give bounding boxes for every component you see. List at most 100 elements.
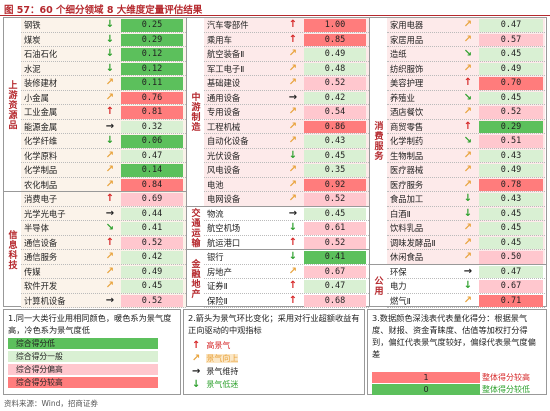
trend-arrow-icon: ↗ bbox=[463, 62, 473, 74]
trend-arrow-icon: → bbox=[105, 120, 115, 132]
industry-name: 家用电器 bbox=[390, 20, 424, 30]
industry-name: 风电设备 bbox=[207, 165, 241, 175]
trend-arrow-icon: ↑ bbox=[463, 120, 473, 132]
industry-name: 美容护理 bbox=[390, 78, 424, 88]
trend-arrow-icon: ↗ bbox=[105, 77, 115, 88]
legend-arrow-row: ↓ 景气低迷 bbox=[192, 379, 282, 390]
score-cell: 0.76 bbox=[121, 91, 183, 104]
table-row: 工业金属 ↑ 0.81 bbox=[21, 105, 186, 120]
industry-name: 饮料乳品 bbox=[390, 223, 424, 233]
table-row: 装修建材 ↗ 0.11 bbox=[21, 76, 186, 91]
table-row: 传媒 ↗ 0.49 bbox=[21, 264, 186, 279]
score-cell: 0.35 bbox=[304, 164, 366, 177]
trend-arrow-icon: ↘ bbox=[463, 91, 473, 103]
table-row: 农化制品 ↗ 0.84 bbox=[21, 177, 186, 192]
table-row: 航空装备Ⅱ ↗ 0.49 bbox=[204, 47, 369, 62]
table-row: 能源金属 → 0.32 bbox=[21, 119, 186, 134]
group-divider bbox=[370, 263, 546, 265]
legend-arrow: 2.箭头为景气环比变化；采用对行业超额收益有正向驱动的中观指标 ↑ 高景气 ↗ 景气向… bbox=[183, 309, 365, 395]
score-cell: 0.45 bbox=[479, 236, 543, 249]
table-row: 风电设备 ↗ 0.35 bbox=[204, 163, 369, 178]
table-row: 军工电子Ⅱ ↗ 0.48 bbox=[204, 61, 369, 76]
table-row: 环保 → 0.47 bbox=[387, 265, 545, 279]
industry-name: 乘用车 bbox=[207, 34, 232, 45]
industry-name: 电池 bbox=[207, 179, 224, 190]
table-row: 生物制品 ↗ 0.43 bbox=[387, 148, 545, 163]
trend-arrow-icon: ↘ bbox=[105, 222, 115, 233]
legend-swatch: 综合得分低 bbox=[8, 338, 158, 349]
table-row: 纺织服饰 ↗ 0.49 bbox=[387, 61, 545, 76]
trend-arrow-icon: ↗ bbox=[288, 135, 298, 146]
score-cell: 0.92 bbox=[304, 178, 366, 191]
table-row: 酒店餐饮 ↗ 0.52 bbox=[387, 105, 545, 120]
table-row: 光学光电子 → 0.44 bbox=[21, 206, 186, 221]
trend-arrow-icon: ↗ bbox=[463, 222, 473, 233]
industry-name: 通信服务 bbox=[24, 252, 58, 262]
score-cell: 0.44 bbox=[121, 207, 183, 220]
score-cell: 0.50 bbox=[479, 251, 543, 264]
score-cell: 0.14 bbox=[121, 164, 183, 177]
table-row: 燃气Ⅱ ↗ 0.71 bbox=[387, 294, 545, 308]
group-label: 金融地产 bbox=[189, 259, 200, 299]
industry-name: 通用设备 bbox=[207, 92, 241, 103]
trend-arrow-icon: ↗ bbox=[105, 91, 115, 103]
industry-name: 酒店餐饮 bbox=[390, 107, 424, 117]
group-label: 交通运输 bbox=[189, 208, 200, 249]
industry-name: 养殖业 bbox=[390, 92, 415, 103]
legend-color-text: 1.同一大类行业用相同颜色，暖色系为景气度高，冷色系为景气度低 bbox=[8, 313, 172, 335]
table-row: 房地产 ↗ 0.67 bbox=[204, 265, 369, 279]
industry-name: 光学光电子 bbox=[24, 208, 66, 219]
legend-score-label: 整体得分较高 bbox=[482, 373, 530, 382]
score-cell: 0.45 bbox=[479, 207, 543, 220]
trend-arrow-icon: → bbox=[105, 207, 115, 219]
score-cell: 0.47 bbox=[304, 280, 366, 293]
trend-arrow-icon: ↗ bbox=[105, 164, 115, 175]
industry-name: 自动化设备 bbox=[207, 136, 249, 146]
industry-name: 保险Ⅱ bbox=[207, 295, 228, 306]
score-cell: 0.45 bbox=[479, 91, 543, 104]
score-cell: 0.06 bbox=[121, 135, 183, 148]
score-cell: 0.71 bbox=[479, 294, 543, 307]
legend-arrow-text: 2.箭头为景气环比变化；采用对行业超额收益有正向驱动的中观指标 bbox=[188, 313, 360, 335]
trend-arrow-icon: ↘ bbox=[463, 135, 473, 146]
score-cell: 0.41 bbox=[121, 222, 183, 235]
industry-name: 航运港口 bbox=[207, 237, 241, 248]
score-cell: 0.45 bbox=[479, 48, 543, 61]
industry-name: 商贸零售 bbox=[390, 121, 424, 132]
table-row: 自动化设备 ↗ 0.43 bbox=[204, 134, 369, 149]
industry-name: 计算机设备 bbox=[24, 295, 66, 306]
industry-name: 传媒 bbox=[24, 266, 41, 277]
trend-arrow-icon: ↑ bbox=[105, 193, 115, 204]
score-cell: 0.45 bbox=[121, 280, 183, 293]
score-cell: 0.57 bbox=[479, 33, 543, 46]
industry-name: 光伏设备 bbox=[207, 150, 241, 161]
industry-name: 证券Ⅱ bbox=[207, 281, 228, 291]
table-row: 养殖业 ↘ 0.45 bbox=[387, 90, 545, 105]
score-table: 钢铁 ↓ 0.25 煤炭 ↓ 0.29 石油石化 ↓ 0.12 水泥 ↓ 0.12 装修建材 ↗ 0.11 小… bbox=[3, 17, 547, 308]
trend-arrow-icon: ↓ bbox=[105, 62, 115, 74]
table-row: 煤炭 ↓ 0.29 bbox=[21, 32, 186, 47]
table-row: 软件开发 ↗ 0.45 bbox=[21, 279, 186, 294]
table-row: 电力 ↓ 0.67 bbox=[387, 279, 545, 294]
trend-arrow-icon: ↗ bbox=[105, 149, 115, 161]
score-cell: 0.29 bbox=[121, 33, 183, 46]
industry-name: 造纸 bbox=[390, 49, 407, 59]
trend-arrow-icon: → bbox=[105, 294, 115, 306]
trend-arrow-icon: ↓ bbox=[105, 33, 115, 45]
group-divider bbox=[4, 191, 186, 192]
score-cell: 0.47 bbox=[121, 149, 183, 162]
score-cell: 0.45 bbox=[304, 149, 366, 162]
trend-arrow-icon: ↗ bbox=[463, 294, 473, 306]
industry-name: 煤炭 bbox=[24, 34, 41, 45]
trend-arrow-icon: ↗ bbox=[463, 19, 473, 30]
industry-name: 化学制药 bbox=[390, 136, 424, 146]
industry-name: 工程机械 bbox=[207, 121, 241, 132]
table-row: 化学纤维 ↓ 0.06 bbox=[21, 134, 186, 149]
trend-arrow-icon: ↑ bbox=[288, 236, 298, 248]
table-row: 专用设备 ↗ 0.54 bbox=[204, 105, 369, 120]
group-label: 上游资源品 bbox=[6, 80, 17, 130]
industry-name: 环保 bbox=[390, 266, 407, 277]
group-divider bbox=[187, 205, 369, 207]
score-cell: 0.49 bbox=[479, 62, 543, 75]
industry-name: 燃气Ⅱ bbox=[390, 295, 411, 306]
